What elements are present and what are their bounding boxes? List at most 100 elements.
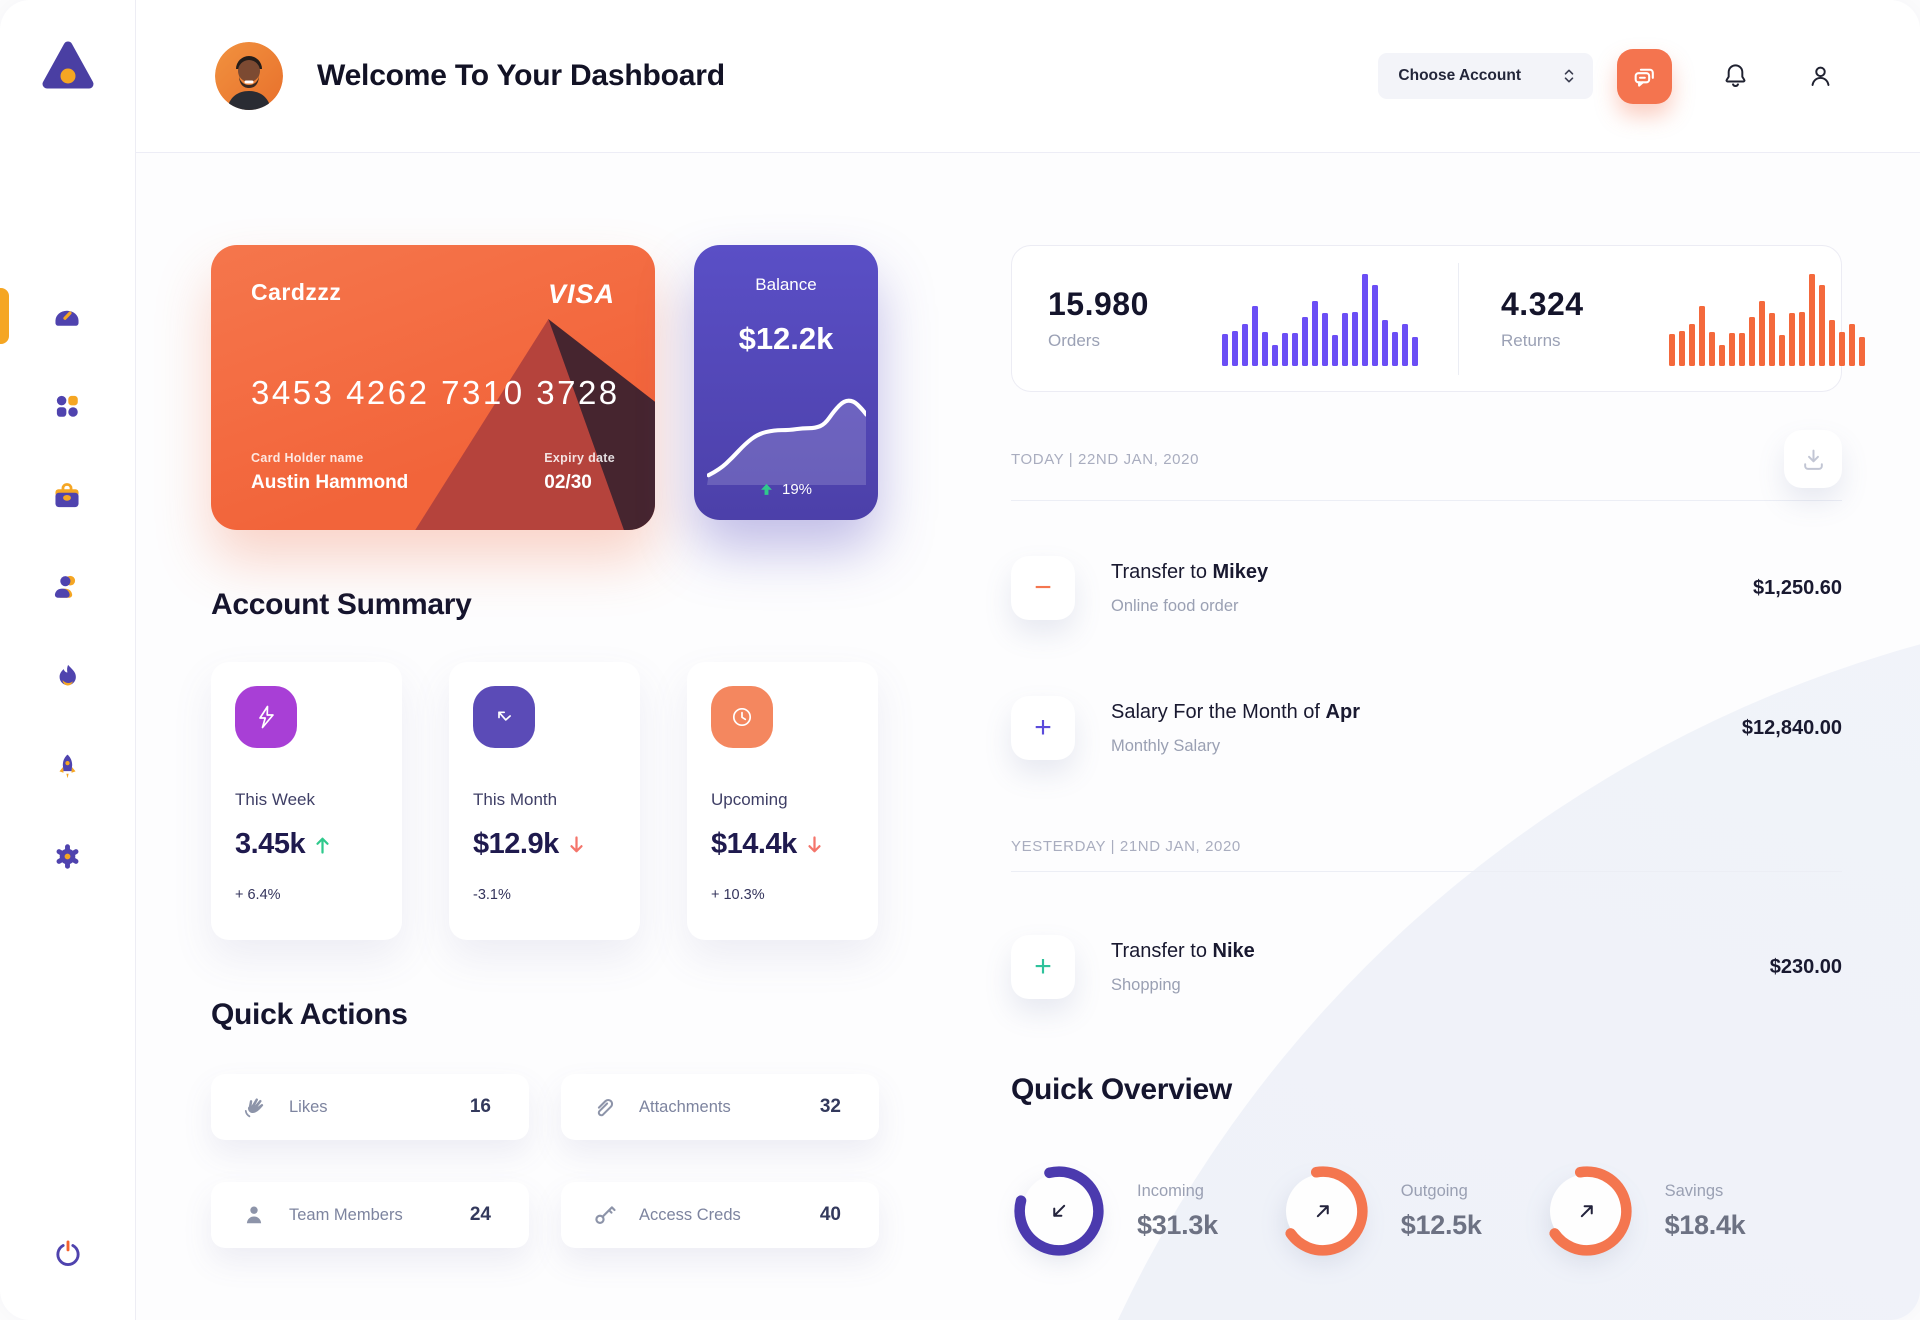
plus-icon: + (1034, 950, 1052, 983)
profile-avatar[interactable] (215, 42, 283, 110)
users-icon (54, 575, 76, 598)
action-count: 16 (469, 1096, 491, 1117)
briefcase-icon (55, 483, 79, 508)
notifications-button[interactable] (1714, 60, 1757, 93)
arrow-up-right-icon (1316, 1205, 1329, 1218)
outgoing-ring-gauge (1275, 1163, 1371, 1259)
messages-button[interactable] (1617, 48, 1672, 104)
credit-card[interactable]: Cardzzz VISA 3453 4262 7310 3728 Card Ho… (211, 245, 655, 530)
card-name: Cardzzz (251, 279, 342, 305)
action-count: 24 (469, 1204, 491, 1225)
transaction-amount: $12,840.00 (1741, 716, 1842, 739)
sidebar-item-dashboard[interactable] (47, 296, 87, 336)
action-card-access-creds[interactable]: Access Creds 40 (561, 1182, 879, 1248)
transaction-subtitle: Monthly Salary (1111, 736, 1221, 755)
plus-icon: + (1034, 711, 1052, 744)
sidebar (0, 0, 136, 1320)
summary-label: This Month (473, 790, 558, 809)
balance-card[interactable]: Balance $12.2k 19% (694, 245, 878, 520)
balance-value: $12.2k (738, 321, 834, 356)
action-label: Attachments (639, 1097, 731, 1116)
power-icon (55, 1240, 80, 1266)
logout-button[interactable] (53, 1239, 83, 1274)
arrow-down-left-icon (1053, 1204, 1066, 1217)
sidebar-item-portfolio[interactable] (47, 476, 87, 516)
transaction-type-icon: − (1011, 556, 1075, 620)
overview-incoming: Incoming $31.3k (1011, 1163, 1218, 1259)
triangle-logo-icon (42, 41, 93, 89)
credit-card-content: Cardzzz VISA 3453 4262 7310 3728 Card Ho… (251, 279, 620, 496)
action-label: Team Members (289, 1205, 403, 1224)
returns-label: Returns (1501, 331, 1561, 350)
choose-account-select[interactable]: Choose Account (1378, 53, 1593, 99)
transaction-subtitle: Shopping (1111, 975, 1181, 994)
grid-icon (56, 395, 78, 417)
trend-down-icon (570, 835, 583, 852)
sidebar-item-boost[interactable] (47, 746, 87, 786)
summary-delta: -3.1% (473, 887, 511, 903)
balance-delta-value: 19% (781, 481, 813, 498)
orders-returns-card: 15.980 Orders 4.324 Returns (1011, 245, 1865, 392)
transaction-amount: $1,250.60 (1753, 576, 1842, 599)
transaction-title: Salary For the Month of Apr (1111, 700, 1360, 723)
action-card-attachments[interactable]: Attachments 32 (561, 1074, 879, 1140)
summary-value: $12.9k (473, 828, 559, 860)
rocket-icon (58, 754, 76, 778)
transactions-header-yesterday: YESTERDAY | 21ND JAN, 2020 (1011, 838, 1842, 855)
top-bar-actions: Choose Account (1378, 48, 1842, 104)
transaction-type-icon: + (1011, 696, 1075, 760)
lightning-icon (259, 705, 274, 729)
download-button[interactable] (1784, 430, 1842, 488)
minus-icon: − (1034, 571, 1052, 604)
summary-card-this-month[interactable]: This Month $12.9k -3.1% (449, 662, 640, 940)
date-label: TODAY | 22ND JAN, 2020 (1011, 450, 1200, 468)
summary-icon-badge (235, 686, 297, 748)
person-icon (246, 1206, 262, 1224)
avatar-photo (215, 42, 283, 110)
overview-label: Incoming (1137, 1181, 1204, 1200)
action-card-likes[interactable]: Likes 16 (211, 1074, 529, 1140)
transaction-type-icon: + (1011, 935, 1075, 999)
page-title: Welcome To Your Dashboard (317, 59, 725, 92)
summary-card-this-week[interactable]: This Week 3.45k + 6.4% (211, 662, 402, 940)
overview-outgoing: Outgoing $12.5k (1275, 1163, 1482, 1259)
sidebar-item-contacts[interactable] (47, 566, 87, 606)
transactions-header-today: TODAY | 22ND JAN, 2020 (1011, 430, 1842, 488)
arrow-up-right-icon (1580, 1205, 1593, 1218)
divider (1011, 500, 1842, 501)
summary-card-upcoming[interactable]: Upcoming $14.4k + 10.3% (687, 662, 878, 940)
overview-label: Savings (1664, 1181, 1724, 1200)
account-summary-title: Account Summary (211, 588, 472, 621)
main-content: Cardzzz VISA 3453 4262 7310 3728 Card Ho… (135, 153, 1920, 1320)
app-logo[interactable] (37, 36, 99, 103)
returns-value: 4.324 (1501, 286, 1584, 322)
sidebar-item-settings[interactable] (47, 836, 87, 876)
card-number: 3453 4262 7310 3728 (251, 374, 620, 411)
transaction-row-nike[interactable]: + Transfer to Nike Shopping $230.00 (1011, 935, 1842, 999)
speedometer-icon (55, 310, 79, 326)
action-count: 40 (819, 1204, 841, 1225)
sidebar-item-apps[interactable] (47, 386, 87, 426)
trend-up-icon (316, 837, 329, 854)
transaction-row-salary[interactable]: + Salary For the Month of Apr Monthly Sa… (1011, 696, 1842, 760)
overview-value: $12.5k (1400, 1209, 1482, 1240)
clock-icon (732, 707, 752, 727)
orders-value: 15.980 (1048, 286, 1149, 322)
transaction-title: Transfer to Nike (1111, 939, 1255, 962)
cards-row: Cardzzz VISA 3453 4262 7310 3728 Card Ho… (211, 245, 879, 530)
quick-actions-title: Quick Actions (211, 998, 408, 1031)
orders-label: Orders (1048, 331, 1100, 350)
profile-button[interactable] (1799, 60, 1842, 93)
card-holder-label: Card Holder name (251, 451, 364, 465)
incoming-ring-gauge (1011, 1163, 1107, 1259)
quick-overview-title: Quick Overview (1011, 1073, 1232, 1106)
stats-divider (1458, 262, 1459, 375)
summary-label: Upcoming (711, 790, 788, 809)
summary-value: $14.4k (711, 828, 797, 860)
overview-savings: Savings $18.4k (1539, 1163, 1746, 1259)
date-label: YESTERDAY | 21ND JAN, 2020 (1011, 838, 1241, 855)
transaction-row-mikey[interactable]: − Transfer to Mikey Online food order $1… (1011, 556, 1842, 620)
action-card-team-members[interactable]: Team Members 24 (211, 1182, 529, 1248)
sidebar-item-trending[interactable] (47, 656, 87, 696)
